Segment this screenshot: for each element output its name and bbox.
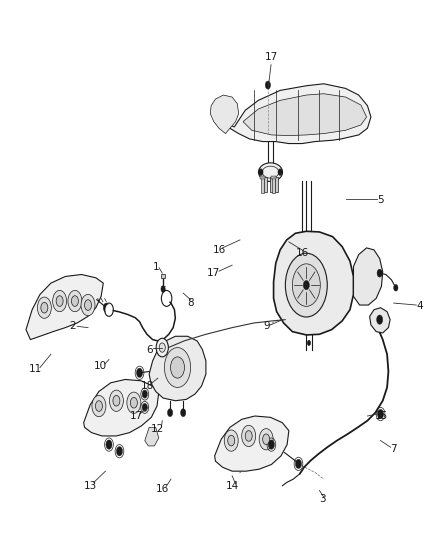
Polygon shape	[353, 248, 383, 305]
Circle shape	[53, 290, 67, 312]
Bar	[272, 177, 275, 193]
Text: 3: 3	[320, 494, 326, 504]
Text: 14: 14	[226, 481, 239, 491]
Circle shape	[268, 440, 275, 449]
Text: 18: 18	[140, 381, 154, 391]
Circle shape	[307, 340, 311, 345]
Circle shape	[278, 169, 283, 175]
Text: 8: 8	[187, 298, 194, 308]
Polygon shape	[210, 95, 239, 134]
Circle shape	[142, 403, 148, 411]
Text: 6: 6	[146, 344, 152, 354]
Ellipse shape	[258, 163, 283, 181]
Text: 12: 12	[151, 424, 165, 434]
Text: 17: 17	[207, 268, 220, 278]
Circle shape	[394, 285, 398, 291]
Text: 16: 16	[295, 248, 309, 258]
Circle shape	[142, 390, 148, 398]
Text: 17: 17	[265, 52, 278, 62]
Circle shape	[41, 302, 48, 313]
Circle shape	[242, 425, 256, 447]
Circle shape	[292, 264, 320, 306]
Circle shape	[224, 430, 238, 451]
Text: 9: 9	[264, 321, 270, 332]
Circle shape	[259, 429, 273, 450]
Circle shape	[68, 290, 82, 312]
Bar	[275, 177, 278, 192]
Bar	[261, 176, 265, 179]
Circle shape	[263, 434, 270, 445]
Text: 1: 1	[152, 262, 159, 271]
Text: 2: 2	[69, 321, 76, 332]
Text: 16: 16	[155, 484, 169, 494]
Circle shape	[131, 398, 138, 408]
Circle shape	[37, 297, 51, 318]
Circle shape	[259, 169, 263, 175]
Text: 17: 17	[129, 411, 143, 421]
Bar	[161, 274, 165, 278]
Circle shape	[110, 390, 124, 411]
Circle shape	[163, 293, 170, 304]
Circle shape	[103, 303, 110, 312]
Bar	[272, 176, 276, 179]
Circle shape	[159, 343, 165, 352]
Text: 5: 5	[377, 195, 384, 205]
Circle shape	[170, 357, 184, 378]
Circle shape	[127, 392, 141, 414]
Circle shape	[137, 368, 143, 377]
Circle shape	[85, 300, 92, 310]
Polygon shape	[26, 274, 103, 340]
Circle shape	[377, 315, 383, 324]
Circle shape	[92, 395, 106, 417]
Circle shape	[378, 409, 384, 419]
Circle shape	[56, 296, 63, 306]
Circle shape	[180, 409, 186, 417]
Polygon shape	[243, 94, 367, 135]
Circle shape	[167, 409, 173, 417]
Circle shape	[71, 296, 78, 306]
Polygon shape	[226, 84, 371, 143]
Circle shape	[117, 447, 123, 456]
Circle shape	[156, 338, 168, 357]
Circle shape	[161, 286, 165, 293]
Circle shape	[377, 269, 382, 277]
Polygon shape	[84, 379, 159, 436]
Circle shape	[265, 81, 271, 89]
Circle shape	[286, 253, 327, 317]
Circle shape	[106, 440, 112, 449]
Circle shape	[95, 401, 102, 411]
Polygon shape	[274, 231, 353, 335]
Circle shape	[106, 304, 113, 315]
Polygon shape	[149, 336, 206, 401]
Text: 13: 13	[84, 481, 97, 491]
Text: 10: 10	[94, 361, 107, 371]
Circle shape	[295, 459, 301, 469]
Circle shape	[228, 435, 235, 446]
Circle shape	[81, 294, 95, 316]
Text: 7: 7	[390, 444, 397, 454]
Polygon shape	[215, 416, 289, 471]
Circle shape	[303, 280, 309, 290]
Text: 4: 4	[417, 301, 423, 311]
Polygon shape	[370, 308, 390, 333]
Bar	[270, 177, 273, 192]
Text: 11: 11	[29, 365, 42, 375]
Text: 16: 16	[212, 245, 226, 255]
Circle shape	[245, 431, 252, 441]
Polygon shape	[145, 427, 159, 446]
Bar	[264, 177, 267, 192]
Circle shape	[164, 348, 191, 387]
Circle shape	[113, 395, 120, 406]
Text: 15: 15	[375, 411, 388, 421]
Bar	[261, 177, 264, 193]
